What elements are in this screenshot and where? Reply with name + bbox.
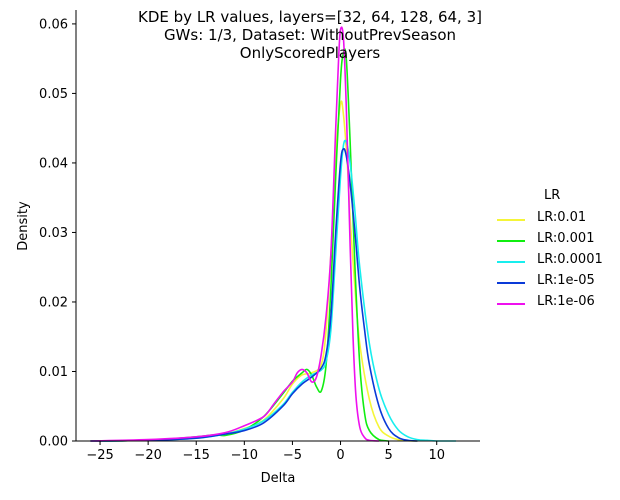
x-tick-label: 5 <box>384 448 392 463</box>
legend-label: LR:0.01 <box>537 210 587 225</box>
y-tick-label: 0.05 <box>39 87 68 102</box>
chart-title-line-1: KDE by LR values, layers=[32, 64, 128, 6… <box>138 8 482 26</box>
chart-title-line-2: GWs: 1/3, Dataset: WithoutPrevSeason <box>163 26 457 44</box>
y-tick-label: 0.06 <box>39 17 68 32</box>
x-tick-label: 10 <box>428 448 445 463</box>
series-line-5 <box>90 26 380 442</box>
series-line-2 <box>90 48 389 442</box>
x-tick-label: −20 <box>134 448 161 463</box>
legend-label: LR:1e-05 <box>537 273 595 288</box>
y-axis-label: Density <box>16 201 31 251</box>
x-axis-label: Delta <box>261 471 296 486</box>
legend-swatch <box>497 240 525 242</box>
series-line-4 <box>90 147 418 442</box>
axes <box>75 10 480 442</box>
y-ticks: 0.00 0.01 0.02 0.03 0.04 0.05 0.06 <box>39 17 76 450</box>
plot-lines <box>90 26 456 442</box>
legend-swatch <box>497 282 525 284</box>
x-tick-label: −5 <box>283 448 302 463</box>
series-line-1 <box>90 100 418 442</box>
legend-label: LR:1e-06 <box>537 294 595 309</box>
legend-label: LR:0.001 <box>537 231 595 246</box>
legend-swatch <box>497 261 525 263</box>
legend-title: LR <box>544 188 561 203</box>
x-tick-label: −10 <box>231 448 258 463</box>
legend-swatch <box>497 303 525 305</box>
x-tick-label: 0 <box>336 448 344 463</box>
y-tick-label: 0.03 <box>39 226 68 241</box>
x-tick-label: −15 <box>183 448 210 463</box>
legend-label: LR:0.0001 <box>537 252 603 267</box>
chart-title-line-3: OnlyScoredPlayers <box>239 44 381 62</box>
y-tick-label: 0.04 <box>39 156 68 171</box>
y-tick-label: 0.02 <box>39 295 68 310</box>
x-tick-label: −25 <box>86 448 113 463</box>
y-tick-label: 0.01 <box>39 365 68 380</box>
series-line-3 <box>90 139 456 442</box>
legend-swatch <box>497 219 525 221</box>
x-ticks: −25 −20 −15 −10 −5 0 5 10 <box>86 441 445 463</box>
y-tick-label: 0.00 <box>39 435 68 450</box>
